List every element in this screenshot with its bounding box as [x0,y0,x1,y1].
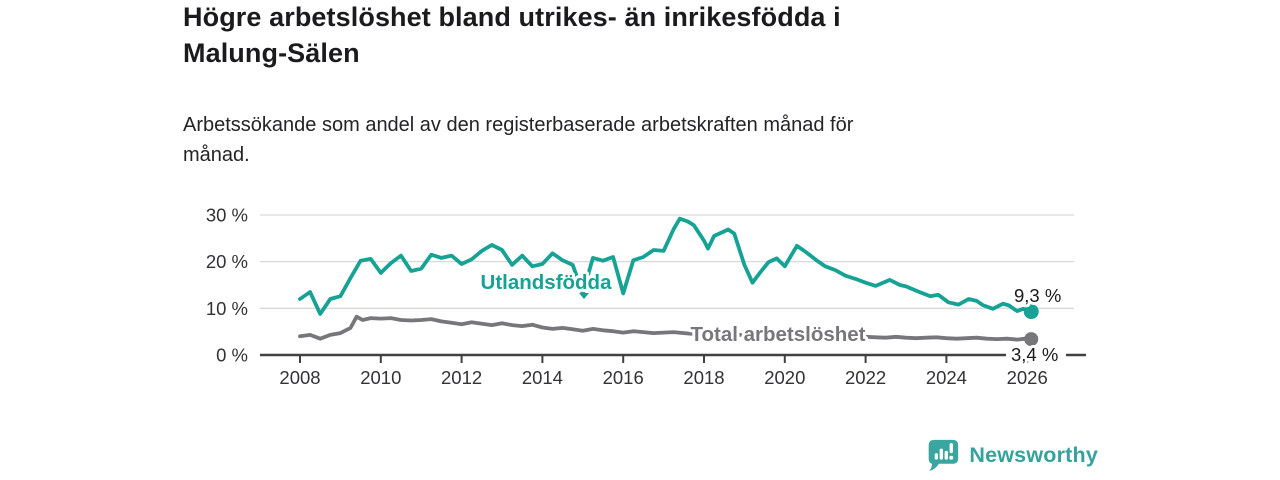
x-axis-label-2018: 2018 [683,367,724,388]
series-label-total-arbetsloshet: Total arbetslöshet [690,323,865,346]
end-value-label-total: 3,4 % [1011,344,1058,365]
label-pointer-caret [579,293,589,299]
chart-subtitle: Arbetssökande som andel av den registerb… [183,114,854,166]
brand-name: Newsworthy [969,443,1098,467]
y-axis-label-20: 20 % [206,251,248,272]
x-axis-label-2024: 2024 [926,367,967,388]
x-axis-label-2026: 2026 [1007,367,1048,388]
bar-medium [944,450,949,460]
x-axis-label-2022: 2022 [845,367,886,388]
bar-small [935,453,939,460]
x-axis-label-2020: 2020 [764,367,805,388]
exclamation-dot [949,455,954,460]
y-axis-label-0: 0 % [216,345,248,366]
x-axis-label-2010: 2010 [360,367,401,388]
x-axis-label-2016: 2016 [603,367,644,388]
series-end-dot-utlandsfodda [1023,304,1039,320]
y-axis-label-30: 30 % [206,204,248,225]
chart-title: Högre arbetslöshet bland utrikes- än inr… [183,2,841,68]
newsworthy-logo-icon [929,439,959,472]
series-end-dot-total [1024,332,1039,347]
exclamation-bar [949,443,954,454]
series-line-total [298,314,1034,342]
y-axis-label-10: 10 % [206,298,248,319]
x-axis-label-2014: 2014 [522,367,563,388]
brand-footer: Newsworthy [925,437,1098,474]
series-label-utlandsfodda: Utlandsfödda [481,271,613,294]
end-value-label-utlandsfodda: 9,3 % [1014,285,1061,306]
x-axis-label-2012: 2012 [441,367,482,388]
bar-tall [940,448,944,460]
series-line-utlandsfodda [298,216,1034,316]
speech-bubble-shape [929,439,959,472]
x-axis-label-2008: 2008 [279,367,320,388]
